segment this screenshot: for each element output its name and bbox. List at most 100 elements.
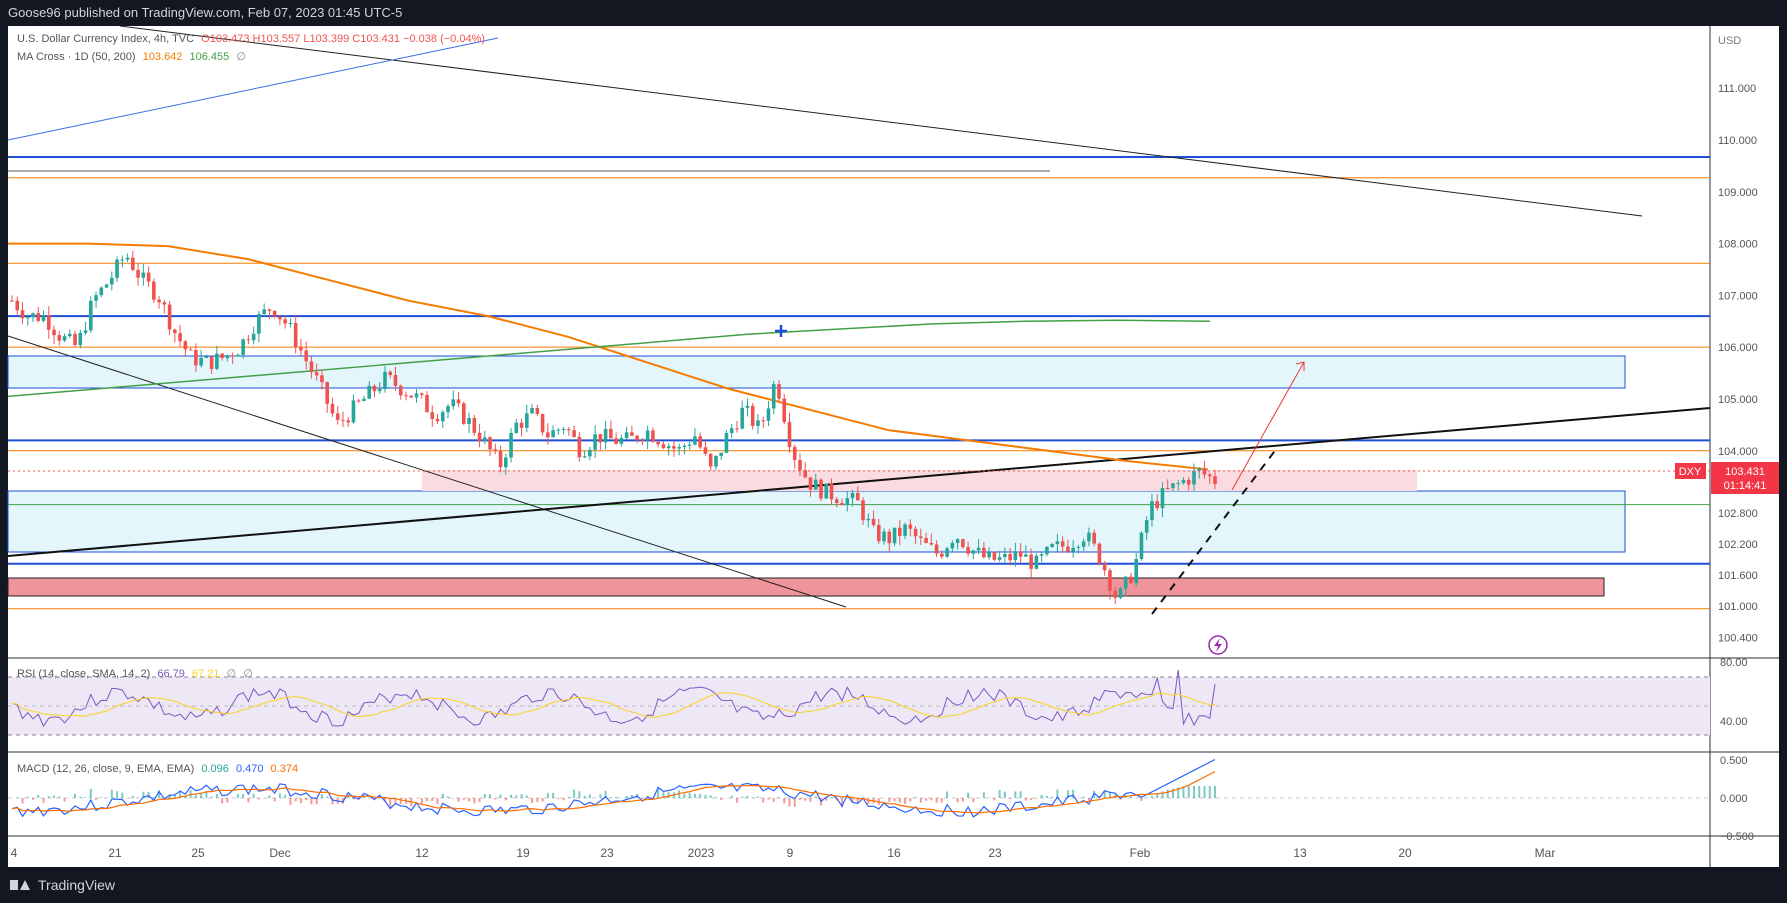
candle-body[interactable] <box>824 483 829 499</box>
candle-body[interactable] <box>530 408 534 414</box>
candle-body[interactable] <box>740 407 745 429</box>
candle-body[interactable] <box>131 257 135 270</box>
candle-body[interactable] <box>1024 554 1028 557</box>
candle-body[interactable] <box>398 385 403 396</box>
price-badge[interactable]: DXY 103.431 01:14:41 <box>1675 462 1779 494</box>
candle-body[interactable] <box>15 300 20 311</box>
candle-body[interactable] <box>525 413 529 428</box>
candle-body[interactable] <box>477 432 482 442</box>
candle-body[interactable] <box>409 395 414 398</box>
candle-body[interactable] <box>1118 588 1123 598</box>
candle-body[interactable] <box>698 436 702 448</box>
candle-body[interactable] <box>761 420 766 422</box>
candle-body[interactable] <box>293 323 298 348</box>
candle-body[interactable] <box>167 304 172 330</box>
candle-body[interactable] <box>136 269 140 278</box>
candle-body[interactable] <box>1155 501 1160 509</box>
candle-body[interactable] <box>446 406 450 413</box>
candle-body[interactable] <box>614 438 618 444</box>
candle-body[interactable] <box>766 408 771 421</box>
candle-body[interactable] <box>803 470 808 478</box>
candle-body[interactable] <box>719 452 723 456</box>
candle-body[interactable] <box>288 323 293 325</box>
candle-body[interactable] <box>992 552 997 560</box>
candle-body[interactable] <box>1013 551 1018 561</box>
candle-body[interactable] <box>1134 558 1139 584</box>
candle-body[interactable] <box>57 335 62 341</box>
candle-body[interactable] <box>561 429 566 431</box>
candle-body[interactable] <box>666 446 671 449</box>
descending-trendline[interactable] <box>7 335 847 608</box>
candle-body[interactable] <box>215 353 219 369</box>
candle-body[interactable] <box>272 310 277 317</box>
candle-body[interactable] <box>236 354 240 357</box>
candle-body[interactable] <box>88 300 93 331</box>
candle-body[interactable] <box>356 400 361 402</box>
candle-body[interactable] <box>687 444 692 446</box>
candle-body[interactable] <box>304 350 308 362</box>
ma-legend[interactable]: MA Cross · 1D (50, 200) 103.642 106.455 … <box>17 50 246 63</box>
candle-body[interactable] <box>924 538 928 544</box>
candle-body[interactable] <box>609 428 613 439</box>
candle-body[interactable] <box>892 527 897 544</box>
candle-body[interactable] <box>882 531 886 542</box>
candle-body[interactable] <box>1144 520 1149 533</box>
candle-body[interactable] <box>866 518 871 521</box>
candle-body[interactable] <box>251 333 256 341</box>
candle-body[interactable] <box>456 399 461 404</box>
candle-body[interactable] <box>257 314 261 334</box>
dashed-trendline[interactable] <box>1151 447 1278 615</box>
candle-body[interactable] <box>10 300 14 302</box>
candle-body[interactable] <box>976 547 981 551</box>
candle-body[interactable] <box>593 434 597 450</box>
candle-body[interactable] <box>1150 501 1154 521</box>
candle-body[interactable] <box>577 436 582 458</box>
candle-body[interactable] <box>546 432 550 438</box>
candle-body[interactable] <box>855 492 860 501</box>
candle-body[interactable] <box>1197 468 1202 471</box>
lightning-icon[interactable] <box>1208 635 1228 655</box>
candle-body[interactable] <box>756 420 760 426</box>
candle-body[interactable] <box>887 531 892 544</box>
candle-body[interactable] <box>419 393 424 395</box>
candle-body[interactable] <box>714 455 718 467</box>
candle-body[interactable] <box>861 500 865 521</box>
upper-trendline[interactable] <box>119 25 1643 217</box>
candle-body[interactable] <box>782 398 787 423</box>
candle-body[interactable] <box>1123 576 1128 589</box>
candle-body[interactable] <box>488 437 492 450</box>
candle-body[interactable] <box>908 524 913 529</box>
candle-body[interactable] <box>99 287 104 296</box>
candle-body[interactable] <box>94 295 98 301</box>
candle-body[interactable] <box>225 355 230 359</box>
candle-body[interactable] <box>472 417 477 433</box>
macd-line[interactable] <box>11 758 1216 818</box>
candle-body[interactable] <box>451 399 456 407</box>
candle-body[interactable] <box>1139 532 1144 559</box>
candle-body[interactable] <box>635 435 639 441</box>
candle-body[interactable] <box>940 553 944 557</box>
candle-body[interactable] <box>693 436 697 445</box>
candle-body[interactable] <box>1034 555 1039 569</box>
candle-body[interactable] <box>209 356 214 369</box>
candle-body[interactable] <box>430 412 435 419</box>
candle-body[interactable] <box>309 361 314 373</box>
candle-body[interactable] <box>110 277 114 285</box>
candle-body[interactable] <box>1045 546 1049 555</box>
candle-body[interactable] <box>372 385 377 392</box>
candle-body[interactable] <box>708 453 713 467</box>
blue-trendline[interactable] <box>7 37 499 141</box>
candle-body[interactable] <box>241 339 245 355</box>
candle-body[interactable] <box>1066 546 1070 552</box>
candle-body[interactable] <box>393 375 398 386</box>
candle-body[interactable] <box>903 524 907 536</box>
candle-body[interactable] <box>677 447 681 449</box>
candle-body[interactable] <box>498 450 503 468</box>
candle-body[interactable] <box>798 459 802 471</box>
candle-body[interactable] <box>1055 541 1060 545</box>
candle-body[interactable] <box>834 499 839 503</box>
candle-body[interactable] <box>435 418 440 422</box>
candle-body[interactable] <box>367 385 372 399</box>
candle-body[interactable] <box>362 398 366 402</box>
